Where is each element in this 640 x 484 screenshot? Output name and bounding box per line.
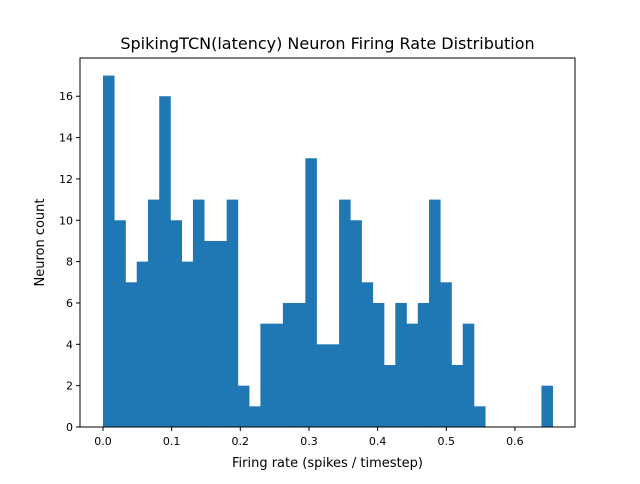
histogram-bar — [406, 323, 419, 427]
histogram-bar — [451, 364, 464, 427]
histogram-bar — [541, 385, 553, 427]
histogram-bar — [226, 199, 239, 427]
histogram-bar — [440, 282, 452, 427]
y-tick-label: 0 — [66, 421, 73, 434]
histogram-bar — [260, 323, 272, 427]
y-tick-label: 4 — [66, 338, 73, 351]
histogram-bar — [237, 385, 250, 427]
x-tick-label: 0.1 — [163, 435, 181, 448]
y-tick-label: 10 — [59, 214, 73, 227]
histogram-bar — [147, 199, 160, 427]
y-tick-label: 16 — [59, 90, 73, 103]
x-tick-label: 0.2 — [232, 435, 250, 448]
histogram-bar — [114, 220, 126, 427]
histogram-bar — [395, 302, 407, 427]
histogram-bar — [294, 302, 306, 427]
chart-title: SpikingTCN(latency) Neuron Firing Rate D… — [120, 34, 534, 53]
histogram-bar — [181, 261, 194, 427]
histogram-bar — [327, 344, 340, 427]
y-tick-label: 14 — [59, 132, 73, 145]
histogram-bar — [215, 240, 227, 427]
histogram-bar — [361, 282, 374, 427]
x-axis-label: Firing rate (spikes / timestep) — [232, 456, 423, 471]
histogram-bar — [204, 240, 216, 427]
histogram-bar — [429, 199, 441, 427]
x-tick-label: 0.3 — [300, 435, 318, 448]
histogram-bar — [372, 302, 385, 427]
histogram-bar — [249, 406, 261, 427]
histogram-bar — [417, 302, 430, 427]
histogram-bar — [305, 158, 317, 427]
y-tick-label: 2 — [66, 380, 73, 393]
histogram-bar — [473, 406, 486, 427]
histogram-bar — [136, 261, 149, 427]
histogram-bar — [125, 282, 138, 427]
histogram-bar — [339, 199, 351, 427]
histogram-bar — [192, 199, 205, 427]
x-tick-label: 0.6 — [506, 435, 524, 448]
axes-frame — [79, 57, 576, 428]
histogram-bar — [316, 344, 329, 427]
x-tick-label: 0.0 — [94, 435, 112, 448]
histogram-bar — [282, 302, 295, 427]
histogram-bar — [159, 96, 171, 427]
y-tick-label: 8 — [66, 256, 73, 269]
histogram-bar — [462, 323, 475, 427]
histogram-bar — [170, 220, 182, 427]
histogram-bar — [102, 75, 115, 428]
histogram-bar — [384, 364, 396, 427]
histogram-bar — [271, 323, 284, 427]
x-tick-label: 0.4 — [369, 435, 387, 448]
histogram-bar — [350, 220, 362, 427]
y-axis-label: Neuron count — [33, 198, 48, 286]
x-tick-label: 0.5 — [438, 435, 456, 448]
y-tick-label: 12 — [59, 173, 73, 186]
y-tick-label: 6 — [66, 297, 73, 310]
